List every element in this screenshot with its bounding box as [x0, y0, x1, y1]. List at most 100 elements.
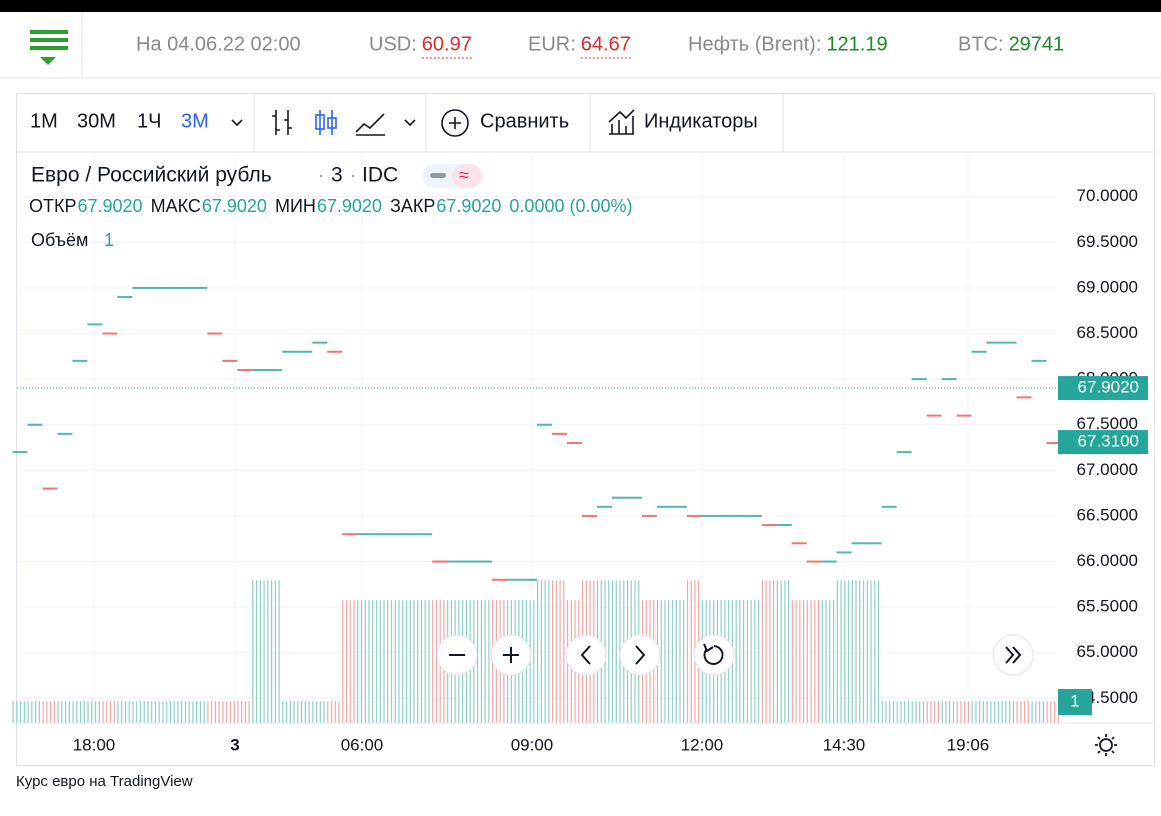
volume-bar — [537, 580, 539, 723]
price-mark — [312, 341, 328, 344]
y-tick-label: 65.5000 — [1077, 597, 1138, 616]
zoom-in[interactable] — [490, 634, 532, 676]
volume-bar — [889, 701, 891, 723]
ohlc-value: 67.9020 — [317, 196, 382, 216]
indicators-icon[interactable] — [608, 109, 635, 135]
price-mark — [12, 451, 28, 454]
reset[interactable] — [693, 634, 735, 676]
scroll-end[interactable] — [992, 634, 1034, 676]
price-mark — [626, 496, 642, 499]
volume-bar — [233, 701, 235, 723]
interval[interactable]: 1M — [30, 110, 58, 132]
volume-bar — [810, 600, 812, 723]
quote-label: EUR: — [528, 33, 576, 55]
compare[interactable]: Сравнить — [480, 110, 569, 132]
volume-bar — [784, 580, 786, 723]
ohlc: ОТКР 67.9020 МАКС 67.9020 МИН 67.9020 ЗАКР 67.9… — [29, 196, 633, 216]
price-mark — [1016, 396, 1032, 399]
volume-bar — [971, 701, 973, 723]
settings[interactable] — [1095, 734, 1117, 756]
price-mark — [87, 323, 103, 326]
chevron[interactable] — [231, 119, 243, 127]
price-mark — [836, 551, 852, 554]
volume-bar — [769, 580, 771, 723]
interval[interactable]: 1Ч — [137, 110, 161, 132]
price-mark — [596, 505, 612, 508]
price-mark — [507, 578, 523, 581]
volume-bar — [829, 600, 831, 723]
volume-bar — [211, 701, 213, 723]
volume-bar — [975, 701, 977, 723]
volume-bar — [904, 701, 906, 723]
volume-bar — [484, 600, 486, 723]
volume-bar — [892, 701, 895, 723]
chevron[interactable] — [404, 119, 416, 127]
price-mark — [641, 514, 657, 517]
volume-bar — [154, 701, 157, 723]
volume-bar — [87, 701, 89, 723]
volume-bar — [113, 701, 115, 723]
visibility-toggle[interactable]: ≈ — [422, 164, 482, 188]
price-mark — [1031, 359, 1047, 362]
price-mark — [57, 432, 73, 435]
volume-bar — [802, 600, 805, 723]
quote-value: 64.67 — [581, 33, 631, 55]
volume-bar — [919, 701, 921, 723]
volume-bar — [866, 580, 868, 723]
ohlc-value: 67.9020 — [78, 196, 143, 216]
ohlc-value: 67.9020 — [202, 196, 267, 216]
last-price-label: 67.9020 — [1078, 378, 1139, 397]
scroll-right[interactable] — [619, 634, 661, 676]
volume-bar — [952, 701, 955, 723]
volume-bar — [252, 580, 254, 723]
volume-bar — [196, 701, 198, 723]
price-mark — [27, 423, 43, 426]
volume-bar — [1024, 701, 1026, 723]
indicators[interactable]: Индикаторы — [644, 110, 758, 132]
compare-icon[interactable] — [441, 109, 469, 137]
area-icon[interactable] — [355, 113, 385, 136]
volume-bar — [214, 701, 217, 723]
interval[interactable]: 30M — [77, 110, 116, 132]
menu-logo[interactable] — [30, 30, 68, 65]
volume-bar — [840, 580, 842, 723]
time-label: 12:00 — [681, 735, 724, 754]
candles-icon[interactable] — [315, 110, 337, 135]
price-mark — [72, 359, 88, 362]
footer[interactable]: Курс евро на TradingView — [16, 773, 193, 790]
volume-bar — [997, 701, 1000, 723]
volume-bar — [1020, 701, 1022, 723]
volume-bar — [315, 701, 318, 723]
volume-bar — [967, 701, 970, 723]
bars-icon[interactable] — [272, 110, 292, 135]
volume-bar — [555, 580, 557, 723]
volume-bar — [132, 701, 134, 723]
volume-bar — [12, 701, 14, 723]
volume-bar — [896, 701, 898, 723]
quote-value: 121.19 — [826, 33, 887, 55]
volume-bar — [181, 701, 183, 723]
interval-label: 3 — [331, 164, 343, 187]
volume-bar — [278, 580, 280, 723]
volume-bar — [1046, 701, 1048, 723]
price-mark — [477, 560, 493, 563]
volume-bar — [151, 701, 153, 723]
y-tick-label: 68.5000 — [1077, 323, 1138, 342]
ohlc-label: МИН — [275, 196, 316, 216]
interval-active[interactable]: 3M — [181, 110, 209, 132]
volume-bar — [832, 600, 835, 723]
quote-label: Нефть (Brent): — [688, 33, 821, 55]
volume-bar — [349, 600, 351, 723]
price-mark — [192, 286, 208, 289]
scroll-left[interactable] — [565, 634, 607, 676]
ohlc-label: ОТКР — [29, 196, 77, 216]
volume-bar — [338, 701, 340, 723]
volume-bar — [334, 701, 336, 723]
volume-bar — [57, 701, 59, 723]
volume-bar — [184, 701, 187, 723]
zoom-out[interactable] — [436, 634, 478, 676]
volume-bar — [117, 701, 119, 723]
volume-bar — [1027, 701, 1029, 723]
ohlc-label: МАКС — [151, 196, 201, 216]
svg-text:≈: ≈ — [459, 165, 469, 185]
